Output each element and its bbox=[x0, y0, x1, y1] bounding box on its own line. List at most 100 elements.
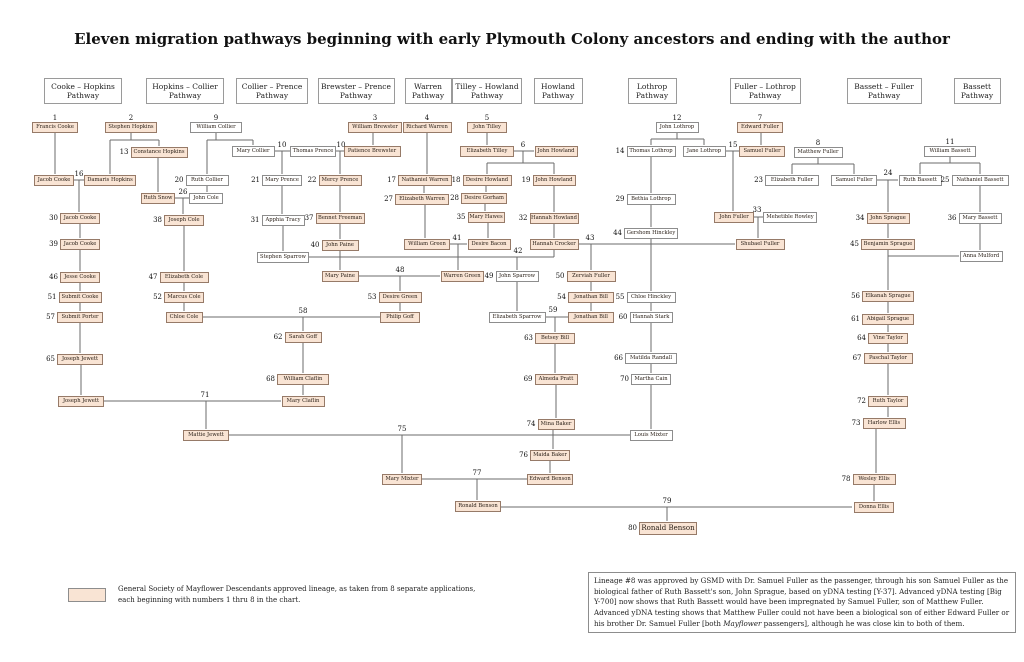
legend-text: General Society of Mayflower Descendants… bbox=[118, 584, 478, 606]
person-number-22: 22 bbox=[307, 176, 317, 184]
person-number-13: 13 bbox=[119, 148, 129, 156]
person-box-william-claflin: William Claflin 68 bbox=[266, 373, 329, 385]
person-number-46: 46 bbox=[49, 273, 58, 281]
person-box-chloe-cole: Chloe Cole bbox=[165, 311, 203, 323]
person-number-67: 67 bbox=[852, 354, 862, 362]
legend-approved-swatch bbox=[68, 588, 106, 602]
person-box-elizabeth-fuller: Elizabeth Fuller 23 bbox=[754, 174, 819, 186]
person-box-thomas-lothrop: Thomas Lothrop 14 bbox=[616, 145, 676, 157]
person-box-edward-benson: Edward Benson bbox=[527, 473, 573, 485]
person-number-21: 21 bbox=[251, 176, 260, 184]
person-box-matthew-fuller: Matthew Fuller 8 bbox=[793, 139, 843, 158]
person-box-jonathan-bill: Jonathan Bill 54 bbox=[557, 291, 614, 303]
person-box-paschal-taylor: Paschal Taylor 67 bbox=[853, 352, 913, 364]
person-box-martha-cain: Martha Cain 70 bbox=[620, 373, 671, 385]
person-box-joseph-jewett: Joseph Jewett 65 bbox=[46, 353, 103, 365]
person-number-31: 31 bbox=[250, 216, 260, 224]
person-box-mary-prence: Mary Prence 21 bbox=[251, 174, 302, 186]
person-box-john-paine: John Paine 40 bbox=[311, 239, 359, 251]
person-box-william-bassett: William Bassett 11 bbox=[924, 138, 976, 157]
marriage-number-16: 16 bbox=[74, 170, 84, 178]
person-box-betsey-bill: Betsey Bill 63 bbox=[524, 332, 575, 344]
person-box-bennet-freeman: Bennet Freeman 37 bbox=[305, 212, 365, 224]
legend-line-1: General Society of Mayflower Descendants… bbox=[118, 585, 476, 593]
person-box-ruth-taylor: Ruth Taylor 72 bbox=[857, 395, 908, 407]
note-part-1: Lineage #8 was approved by GSMD with Dr.… bbox=[594, 576, 1010, 628]
person-number-54: 54 bbox=[557, 293, 566, 301]
person-number-9: 9 bbox=[213, 113, 219, 122]
person-number-64: 64 bbox=[857, 334, 866, 342]
person-box-john-cole: John Cole bbox=[189, 192, 223, 204]
person-box-jacob-cooke: Jacob Cooke 30 bbox=[49, 212, 100, 224]
marriage-number-79: 79 bbox=[662, 497, 672, 505]
pathway-header-line: Pathway bbox=[541, 91, 575, 100]
person-box-stephen-sparrow: Stephen Sparrow bbox=[257, 251, 309, 263]
marriage-number-75: 75 bbox=[397, 425, 407, 433]
person-box-jonathan-bill: Jonathan Bill bbox=[568, 311, 614, 323]
marriage-number-26: 26 bbox=[178, 188, 188, 196]
person-box-desire-howland: Desire Howland 18 bbox=[452, 174, 512, 186]
person-box-louis-mixter: Louis Mixter bbox=[629, 429, 673, 441]
pathway-header-line: Brewster – Prence bbox=[321, 81, 391, 91]
person-number-49: 49 bbox=[484, 272, 494, 280]
person-number-60: 60 bbox=[618, 313, 628, 321]
marriage-number-24: 24 bbox=[883, 169, 893, 177]
pathway-header-line: Bassett bbox=[962, 81, 992, 91]
lineage-8-note: Lineage #8 was approved by GSMD with Dr.… bbox=[588, 572, 1016, 634]
page-title: Eleven migration pathways beginning with… bbox=[74, 30, 950, 48]
person-box-william-collier: William Collier 9 bbox=[190, 114, 242, 133]
pathway-header-line: Pathway bbox=[748, 91, 782, 100]
pathway-header-line: Pathway bbox=[867, 91, 901, 100]
pathway-header-line: Fuller – Lothrop bbox=[734, 81, 796, 91]
person-number-55: 55 bbox=[615, 293, 625, 301]
person-box-richard-warren: Richard Warren 4 bbox=[402, 114, 452, 133]
person-number-72: 72 bbox=[857, 397, 866, 405]
person-box-john-sprague: John Sprague 34 bbox=[856, 212, 910, 224]
person-number-63: 63 bbox=[524, 334, 533, 342]
person-box-elkanah-sprague: Elkanah Sprague 56 bbox=[851, 290, 914, 302]
marriage-number-58: 58 bbox=[298, 307, 308, 315]
marriage-number-48: 48 bbox=[395, 266, 405, 274]
pathway-header-line: Howland bbox=[541, 81, 575, 91]
person-number-17: 17 bbox=[387, 176, 396, 184]
person-box-elizabeth-cole: Elizabeth Cole 47 bbox=[149, 271, 209, 283]
person-box-jane-lothrop: Jane Lothrop bbox=[682, 145, 726, 157]
pathway-header-collier-prence: Collier – Prence Pathway bbox=[236, 78, 308, 104]
person-box-donna-ellis: Donna Ellis bbox=[854, 501, 894, 513]
person-box-desire-bacon: Desire Bacon bbox=[467, 238, 511, 250]
person-number-19: 19 bbox=[521, 176, 531, 184]
person-number-45: 45 bbox=[850, 240, 859, 248]
person-number-11: 11 bbox=[945, 137, 955, 146]
marriage-number-42: 42 bbox=[513, 247, 523, 255]
person-box-hannah-crocker: Hannah Crocker bbox=[529, 238, 579, 250]
note-italic-mayflower: Mayflower bbox=[723, 618, 762, 628]
pathway-header-line: Pathway bbox=[255, 91, 289, 100]
person-box-matilda-randall: Matilda Randall 66 bbox=[614, 352, 677, 364]
person-number-36: 36 bbox=[947, 214, 957, 222]
person-box-samuel-fuller: Samuel Fuller bbox=[739, 145, 785, 157]
person-number-8: 8 bbox=[815, 138, 821, 147]
person-number-3: 3 bbox=[372, 113, 378, 122]
person-number-7: 7 bbox=[757, 113, 763, 122]
person-box-vine-taylor: Vine Taylor 64 bbox=[857, 332, 908, 344]
pathway-header-cooke-hopkins: Cooke – Hopkins Pathway bbox=[44, 78, 122, 104]
marriage-number-77: 77 bbox=[472, 469, 482, 477]
person-box-jesse-cooke: Jesse Cooke 46 bbox=[49, 271, 100, 283]
person-number-29: 29 bbox=[615, 195, 625, 203]
pathway-header-line: Collier – Prence bbox=[241, 81, 303, 91]
person-box-desire-gorham: Desire Gorham 28 bbox=[450, 192, 507, 204]
person-number-52: 52 bbox=[153, 293, 162, 301]
person-box-john-lothrop: John Lothrop 12 bbox=[655, 114, 699, 133]
person-box-hannah-howland: Hannah Howland 32 bbox=[518, 212, 579, 224]
person-number-1: 1 bbox=[52, 113, 58, 122]
person-number-50: 50 bbox=[555, 272, 565, 280]
person-number-51: 51 bbox=[47, 293, 57, 301]
person-box-ruth-bassett: Ruth Bassett bbox=[898, 174, 942, 186]
person-box-ruth-collier: Ruth Collier 20 bbox=[175, 174, 229, 186]
pathway-header-line: Pathway bbox=[411, 91, 445, 100]
person-number-73: 73 bbox=[851, 419, 861, 427]
person-number-39: 39 bbox=[49, 240, 58, 248]
person-box-bethia-lothrop: Bethia Lothrop 29 bbox=[616, 193, 676, 205]
